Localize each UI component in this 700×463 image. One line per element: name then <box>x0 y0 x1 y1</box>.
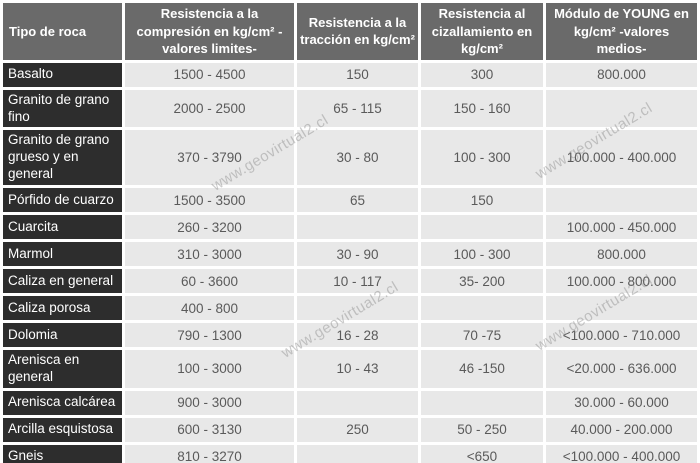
cell-compresion: 600 - 3130 <box>125 417 294 442</box>
column-header-compresion: Resistencia a la compresión en kg/cm² -v… <box>125 3 294 60</box>
row-label: Granito de grano fino <box>3 89 122 128</box>
cell-cizallamiento: 150 - 160 <box>421 89 543 128</box>
cell-young: <100.000 - 400.000 <box>546 444 697 463</box>
cell-traccion: 30 - 80 <box>297 130 418 186</box>
cell-young: 100.000 - 400.000 <box>546 130 697 186</box>
cell-compresion: 100 - 3000 <box>125 350 294 388</box>
table-row: Arcilla esquistosa 600 - 3130 250 50 - 2… <box>3 417 697 442</box>
column-header-cizallamiento: Resistencia al cizallamiento en kg/cm² <box>421 3 543 60</box>
cell-young: 30.000 - 60.000 <box>546 390 697 415</box>
cell-compresion: 310 - 3000 <box>125 242 294 267</box>
cell-traccion: 150 <box>297 62 418 87</box>
row-label: Caliza porosa <box>3 296 122 321</box>
row-label: Arenisca en general <box>3 350 122 388</box>
row-label: Basalto <box>3 62 122 87</box>
cell-cizallamiento: 50 - 250 <box>421 417 543 442</box>
table-row: Granito de grano fino 2000 - 2500 65 - 1… <box>3 89 697 128</box>
cell-cizallamiento <box>421 215 543 240</box>
row-label: Granito de grano grueso y en general <box>3 130 122 186</box>
cell-compresion: 900 - 3000 <box>125 390 294 415</box>
cell-compresion: 790 - 1300 <box>125 323 294 348</box>
cell-cizallamiento: 150 <box>421 188 543 213</box>
cell-cizallamiento <box>421 390 543 415</box>
row-label: Gneis <box>3 444 122 463</box>
cell-cizallamiento: 46 -150 <box>421 350 543 388</box>
cell-cizallamiento: 70 -75 <box>421 323 543 348</box>
table-row: Granito de grano grueso y en general 370… <box>3 130 697 186</box>
table-row: Dolomia 790 - 1300 16 - 28 70 -75 <100.0… <box>3 323 697 348</box>
cell-traccion: 30 - 90 <box>297 242 418 267</box>
table-row: Caliza en general 60 - 3600 10 - 117 35-… <box>3 269 697 294</box>
table-row: Marmol 310 - 3000 30 - 90 100 - 300 800.… <box>3 242 697 267</box>
cell-compresion: 60 - 3600 <box>125 269 294 294</box>
table-row: Cuarcita 260 - 3200 100.000 - 450.000 <box>3 215 697 240</box>
cell-young <box>546 89 697 128</box>
table-body: Basalto 1500 - 4500 150 300 800.000 Gran… <box>3 62 697 463</box>
cell-young: 40.000 - 200.000 <box>546 417 697 442</box>
cell-cizallamiento <box>421 296 543 321</box>
row-label: Arenisca calcárea <box>3 390 122 415</box>
cell-traccion: 65 - 115 <box>297 89 418 128</box>
cell-compresion: 400 - 800 <box>125 296 294 321</box>
cell-traccion: 10 - 43 <box>297 350 418 388</box>
cell-young: 800.000 <box>546 242 697 267</box>
cell-young <box>546 188 697 213</box>
table-row: Caliza porosa 400 - 800 <box>3 296 697 321</box>
table-header: Tipo de roca Resistencia a la compresión… <box>3 3 697 60</box>
table-row: Arenisca en general 100 - 3000 10 - 43 4… <box>3 350 697 388</box>
row-label: Caliza en general <box>3 269 122 294</box>
cell-young: <20.000 - 636.000 <box>546 350 697 388</box>
cell-compresion: 810 - 3270 <box>125 444 294 463</box>
cell-cizallamiento: 300 <box>421 62 543 87</box>
row-label: Marmol <box>3 242 122 267</box>
table-row: Gneis 810 - 3270 <650 <100.000 - 400.000 <box>3 444 697 463</box>
cell-traccion: 16 - 28 <box>297 323 418 348</box>
column-header-modulo-young: Módulo de YOUNG en kg/cm² -valores medio… <box>546 3 697 60</box>
row-label: Pórfido de cuarzo <box>3 188 122 213</box>
cell-traccion <box>297 296 418 321</box>
table-row: Pórfido de cuarzo 1500 - 3500 65 150 <box>3 188 697 213</box>
column-header-traccion: Resistencia a la tracción en kg/cm² <box>297 3 418 60</box>
cell-compresion: 2000 - 2500 <box>125 89 294 128</box>
header-row: Tipo de roca Resistencia a la compresión… <box>3 3 697 60</box>
cell-young: 100.000 - 450.000 <box>546 215 697 240</box>
cell-traccion: 65 <box>297 188 418 213</box>
cell-traccion <box>297 390 418 415</box>
cell-compresion: 370 - 3790 <box>125 130 294 186</box>
cell-cizallamiento: 100 - 300 <box>421 242 543 267</box>
cell-cizallamiento: <650 <box>421 444 543 463</box>
cell-traccion: 10 - 117 <box>297 269 418 294</box>
cell-young: <100.000 - 710.000 <box>546 323 697 348</box>
cell-traccion: 250 <box>297 417 418 442</box>
cell-cizallamiento: 100 - 300 <box>421 130 543 186</box>
cell-traccion <box>297 444 418 463</box>
cell-compresion: 1500 - 4500 <box>125 62 294 87</box>
column-header-tipo-de-roca: Tipo de roca <box>3 3 122 60</box>
cell-young: 100.000 - 800.000 <box>546 269 697 294</box>
cell-cizallamiento: 35- 200 <box>421 269 543 294</box>
cell-young: 800.000 <box>546 62 697 87</box>
table-row: Basalto 1500 - 4500 150 300 800.000 <box>3 62 697 87</box>
cell-young <box>546 296 697 321</box>
cell-compresion: 260 - 3200 <box>125 215 294 240</box>
row-label: Arcilla esquistosa <box>3 417 122 442</box>
table-row: Arenisca calcárea 900 - 3000 30.000 - 60… <box>3 390 697 415</box>
cell-compresion: 1500 - 3500 <box>125 188 294 213</box>
cell-traccion <box>297 215 418 240</box>
row-label: Dolomia <box>3 323 122 348</box>
row-label: Cuarcita <box>3 215 122 240</box>
